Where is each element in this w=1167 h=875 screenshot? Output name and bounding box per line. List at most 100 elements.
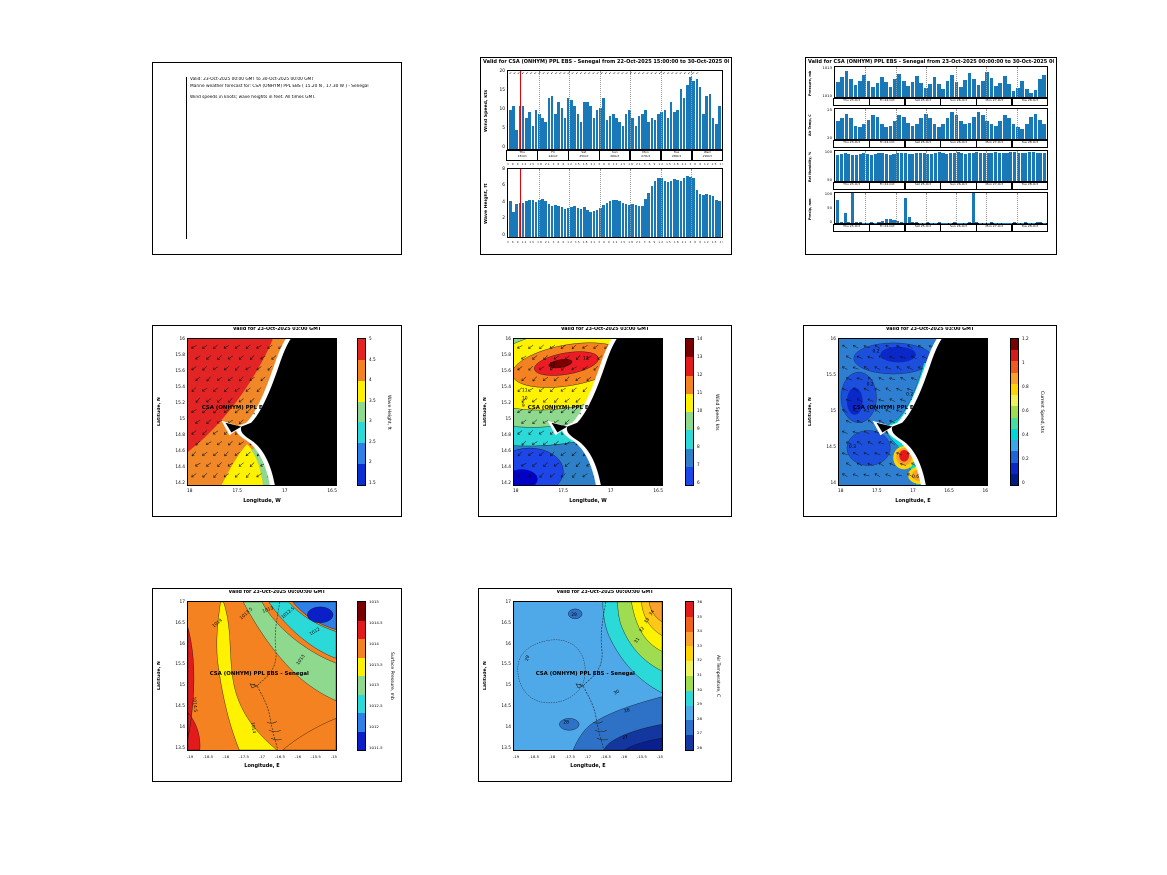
bar xyxy=(1033,90,1038,97)
bar xyxy=(586,102,589,149)
tick-label: 4 xyxy=(369,377,372,383)
map-title: Valid for 23-Oct-2025 03:00 GMT xyxy=(885,327,975,332)
bar xyxy=(873,154,877,181)
bar xyxy=(705,193,708,237)
colorbar-segment xyxy=(1011,350,1018,362)
quiver-arrow xyxy=(260,355,266,360)
bar xyxy=(1016,127,1020,139)
quiver-arrow xyxy=(911,355,917,360)
tick-label: -16.5 xyxy=(275,754,285,759)
bar xyxy=(928,118,932,139)
bar xyxy=(892,154,896,181)
quiver-arrow xyxy=(863,473,870,477)
bar xyxy=(1033,113,1038,139)
quiver-arrow xyxy=(867,355,874,359)
bar xyxy=(896,153,900,181)
quiver-arrow xyxy=(845,441,852,445)
tick-label: 15.6 xyxy=(501,368,511,374)
colorbar-segment xyxy=(1011,473,1018,486)
bar xyxy=(854,222,858,223)
quiver-arrow xyxy=(539,344,544,350)
coastline xyxy=(256,602,281,750)
quiver-arrow xyxy=(521,355,527,360)
tick-label: -18.5 xyxy=(529,754,539,759)
quiver-arrow xyxy=(528,365,534,371)
contour-label: 1012 xyxy=(308,626,321,637)
bar xyxy=(919,118,924,139)
quiver-arrow xyxy=(205,441,212,446)
bar xyxy=(541,117,544,149)
quiver-arrow xyxy=(885,344,892,349)
quiver-arrow xyxy=(885,366,892,370)
quiver-arrow xyxy=(586,376,592,382)
quiver-arrow xyxy=(549,473,556,478)
bar xyxy=(557,102,560,149)
tick-label: -15.5 xyxy=(636,754,647,759)
quiver-arrow xyxy=(582,473,588,478)
bar xyxy=(1009,222,1013,223)
coast-details xyxy=(575,683,608,741)
quiver-arrow xyxy=(249,462,255,467)
tick-label: 14.5 xyxy=(175,704,185,710)
tick-label: 16.5 xyxy=(175,620,185,626)
bay-red-max xyxy=(899,449,910,462)
tick-label: -18 xyxy=(222,754,230,759)
tick-label: 18 xyxy=(187,489,193,494)
colorbar-ticks: 5 4.5 4 3.5 3 2.5 2 1.5 xyxy=(369,336,383,485)
tick-label: -16.5 xyxy=(601,754,611,759)
colorbar-segment xyxy=(1011,406,1018,418)
wave-hour-axis: 3 6 9 12 15 18 21 3 6 9 12 15 18 21 3 6 … xyxy=(507,240,723,244)
wind-direction-arrows: ↙ ↙ ↙ ↙ ↙ ↙ ↙ ↙ ↙ ↙ ↙ ↙ ↙ ↙ ↙ ↙ ↙ ↙ ↙ ↙ … xyxy=(509,71,699,75)
quiver-arrow xyxy=(553,355,560,360)
land-mask xyxy=(240,339,336,485)
quiver-arrow xyxy=(191,409,197,413)
wind-hour-axis: 3 6 9 12 15 18 21 3 6 9 12 15 18 21 3 6 … xyxy=(507,162,723,166)
quiver-arrow xyxy=(889,355,896,359)
quiver-arrow xyxy=(907,387,913,391)
day-cell: Tue 28-Oct xyxy=(1011,224,1049,232)
pressure-day-axis: Thu 23-Oct Fri 24-Oct Sat 25-Oct Sun 26-Oct… xyxy=(833,98,1049,106)
quiver-arrow xyxy=(521,419,527,424)
wave-chart xyxy=(507,168,723,238)
quiver-arrow xyxy=(550,451,555,457)
contour-label: 13 xyxy=(550,361,556,367)
colorbar-segment xyxy=(358,422,365,444)
map-ylabel: Latitude, N xyxy=(808,397,813,427)
quiver-arrow xyxy=(517,409,523,413)
tick-label: 1011.5 xyxy=(369,745,383,751)
quiver-arrow xyxy=(896,452,902,456)
colorbar-segment xyxy=(686,602,693,617)
bar xyxy=(926,222,930,223)
quiver-arrow xyxy=(586,355,592,360)
bar xyxy=(689,176,692,237)
map-title: Valid for 23-Oct-2025 03:00 GMT xyxy=(232,327,322,332)
quiver-arrow xyxy=(564,441,570,446)
quiver-arrow xyxy=(553,462,560,467)
quiver-arrow xyxy=(202,430,207,435)
quiver-arrow xyxy=(560,344,566,349)
colorbar-segment xyxy=(686,720,693,736)
bar xyxy=(660,111,663,149)
bar xyxy=(605,203,609,237)
bar xyxy=(595,209,599,237)
bar xyxy=(888,154,892,181)
bar xyxy=(967,73,972,97)
quiver-arrow xyxy=(874,387,881,391)
tick-label: 1014 xyxy=(369,640,379,646)
bar xyxy=(858,153,862,181)
bar xyxy=(1042,124,1047,139)
bar xyxy=(937,222,941,223)
colorbar-label: Air Temperature, C xyxy=(715,654,720,698)
tick-label: 15 xyxy=(179,683,185,689)
tick-label: 26 xyxy=(697,745,702,751)
quiver-arrow xyxy=(856,355,863,359)
quiver-arrow xyxy=(256,387,262,392)
bar xyxy=(579,208,583,237)
bar xyxy=(1002,76,1007,97)
quiver-arrow xyxy=(874,452,881,456)
airtemp-yticks: 25 20 xyxy=(821,108,832,140)
sea-region-yellow xyxy=(221,444,263,485)
contour-label: 28 xyxy=(563,719,569,725)
cap-vert-peninsula xyxy=(876,422,893,433)
